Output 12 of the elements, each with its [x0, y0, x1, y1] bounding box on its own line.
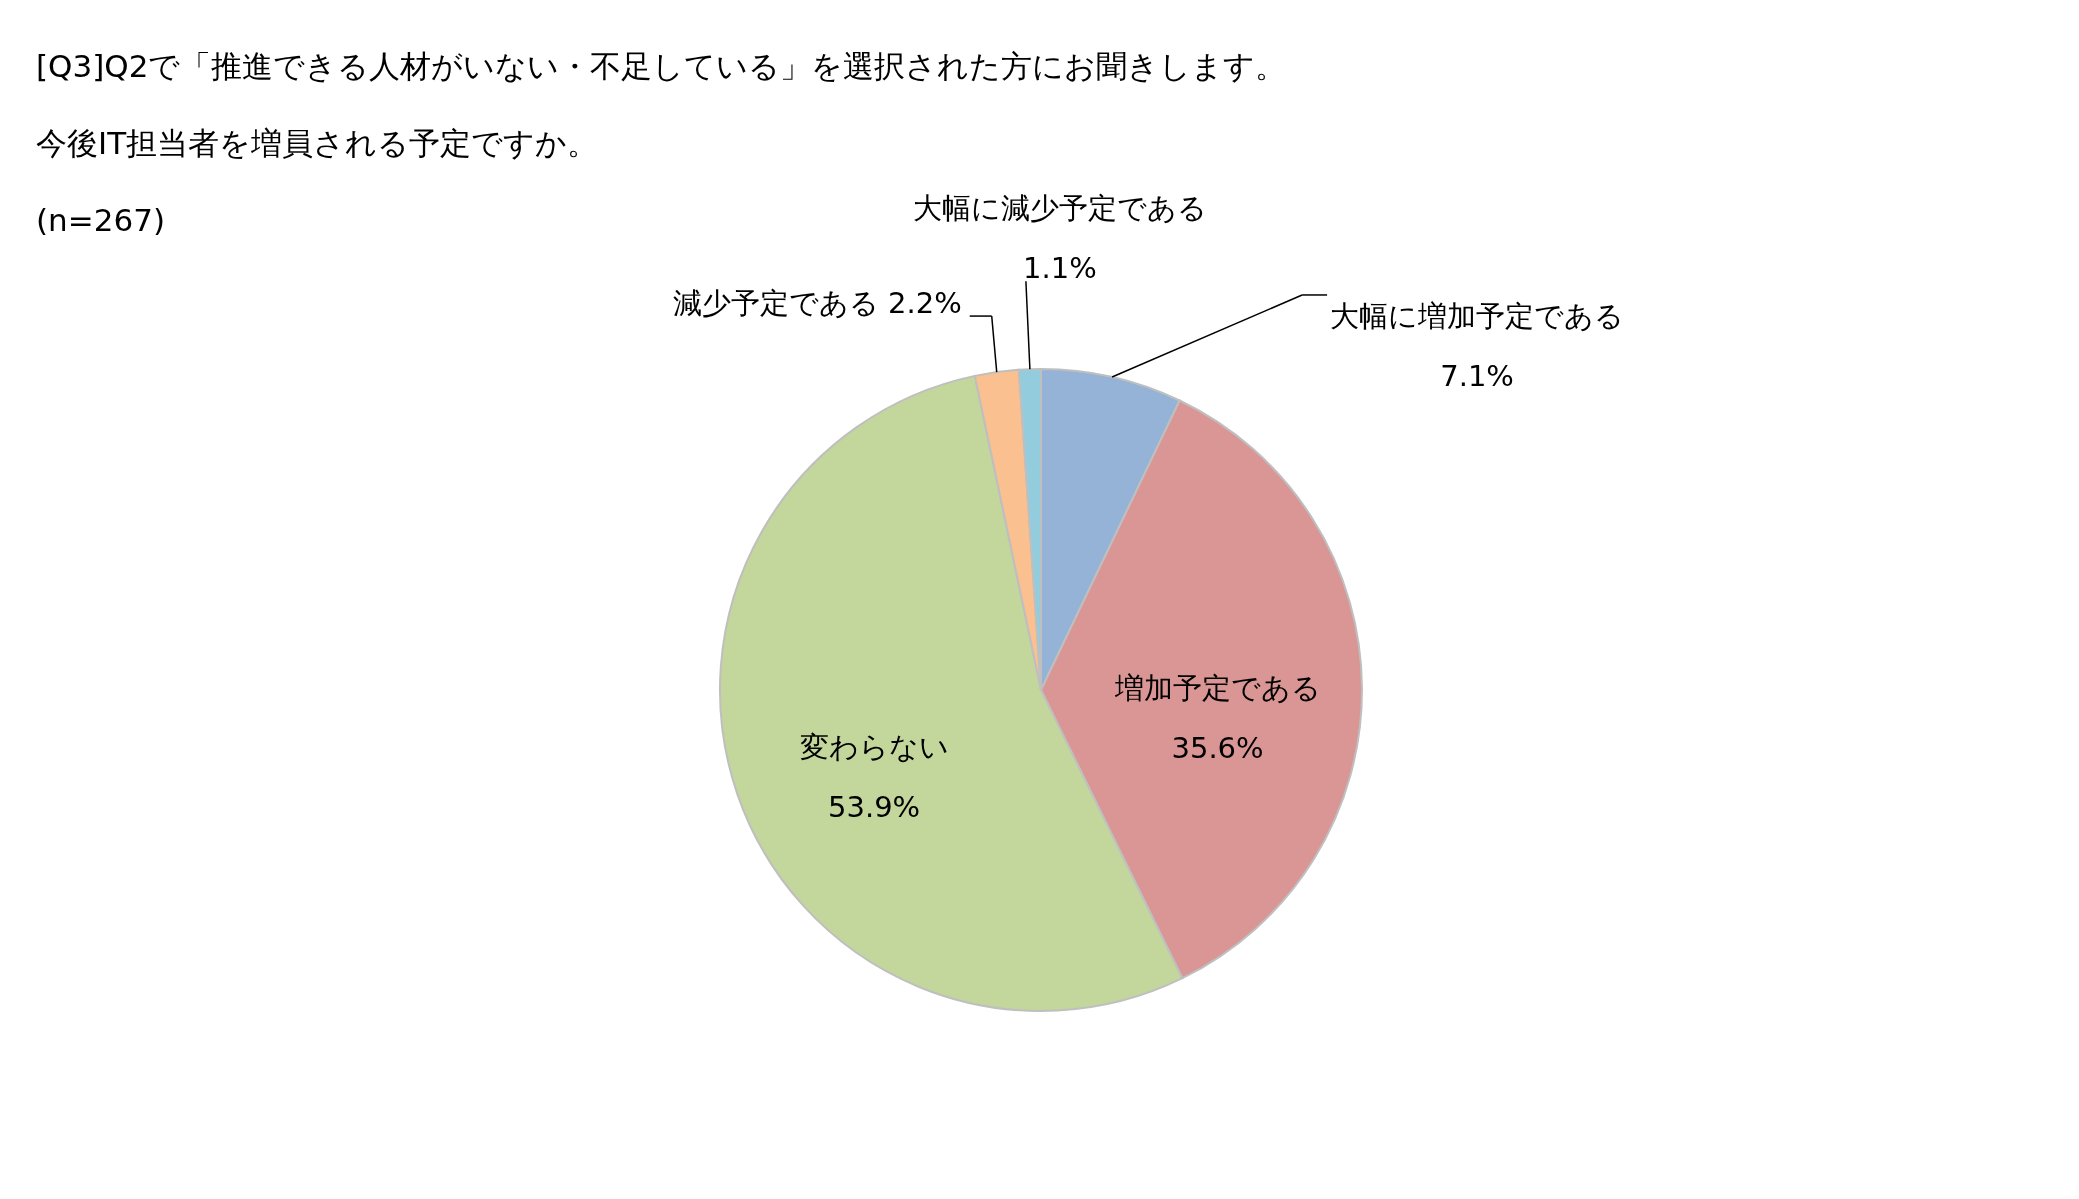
slice-label: 減少予定である 2.2% — [672, 286, 962, 321]
text: (n=267) — [36, 202, 165, 238]
data-label: 1.1% — [1023, 251, 1097, 286]
slice-label: 変わらない — [799, 729, 949, 764]
data-label: 53.9% — [828, 789, 921, 824]
slice-label: 増加予定である — [1113, 671, 1321, 706]
slice-label: 大幅に増加予定である — [1330, 298, 1625, 333]
slice-label: 大幅に減少予定である — [912, 191, 1207, 226]
text: 今後IT担当者を増員される予定ですか。 — [36, 125, 599, 161]
chart-title: [Q3]Q2で「推進できる人材がいない・不足している」を選択された方にお聞きします。 — [36, 48, 1287, 84]
data-label: 35.6% — [1171, 731, 1264, 766]
data-label: 7.1% — [1440, 358, 1514, 393]
